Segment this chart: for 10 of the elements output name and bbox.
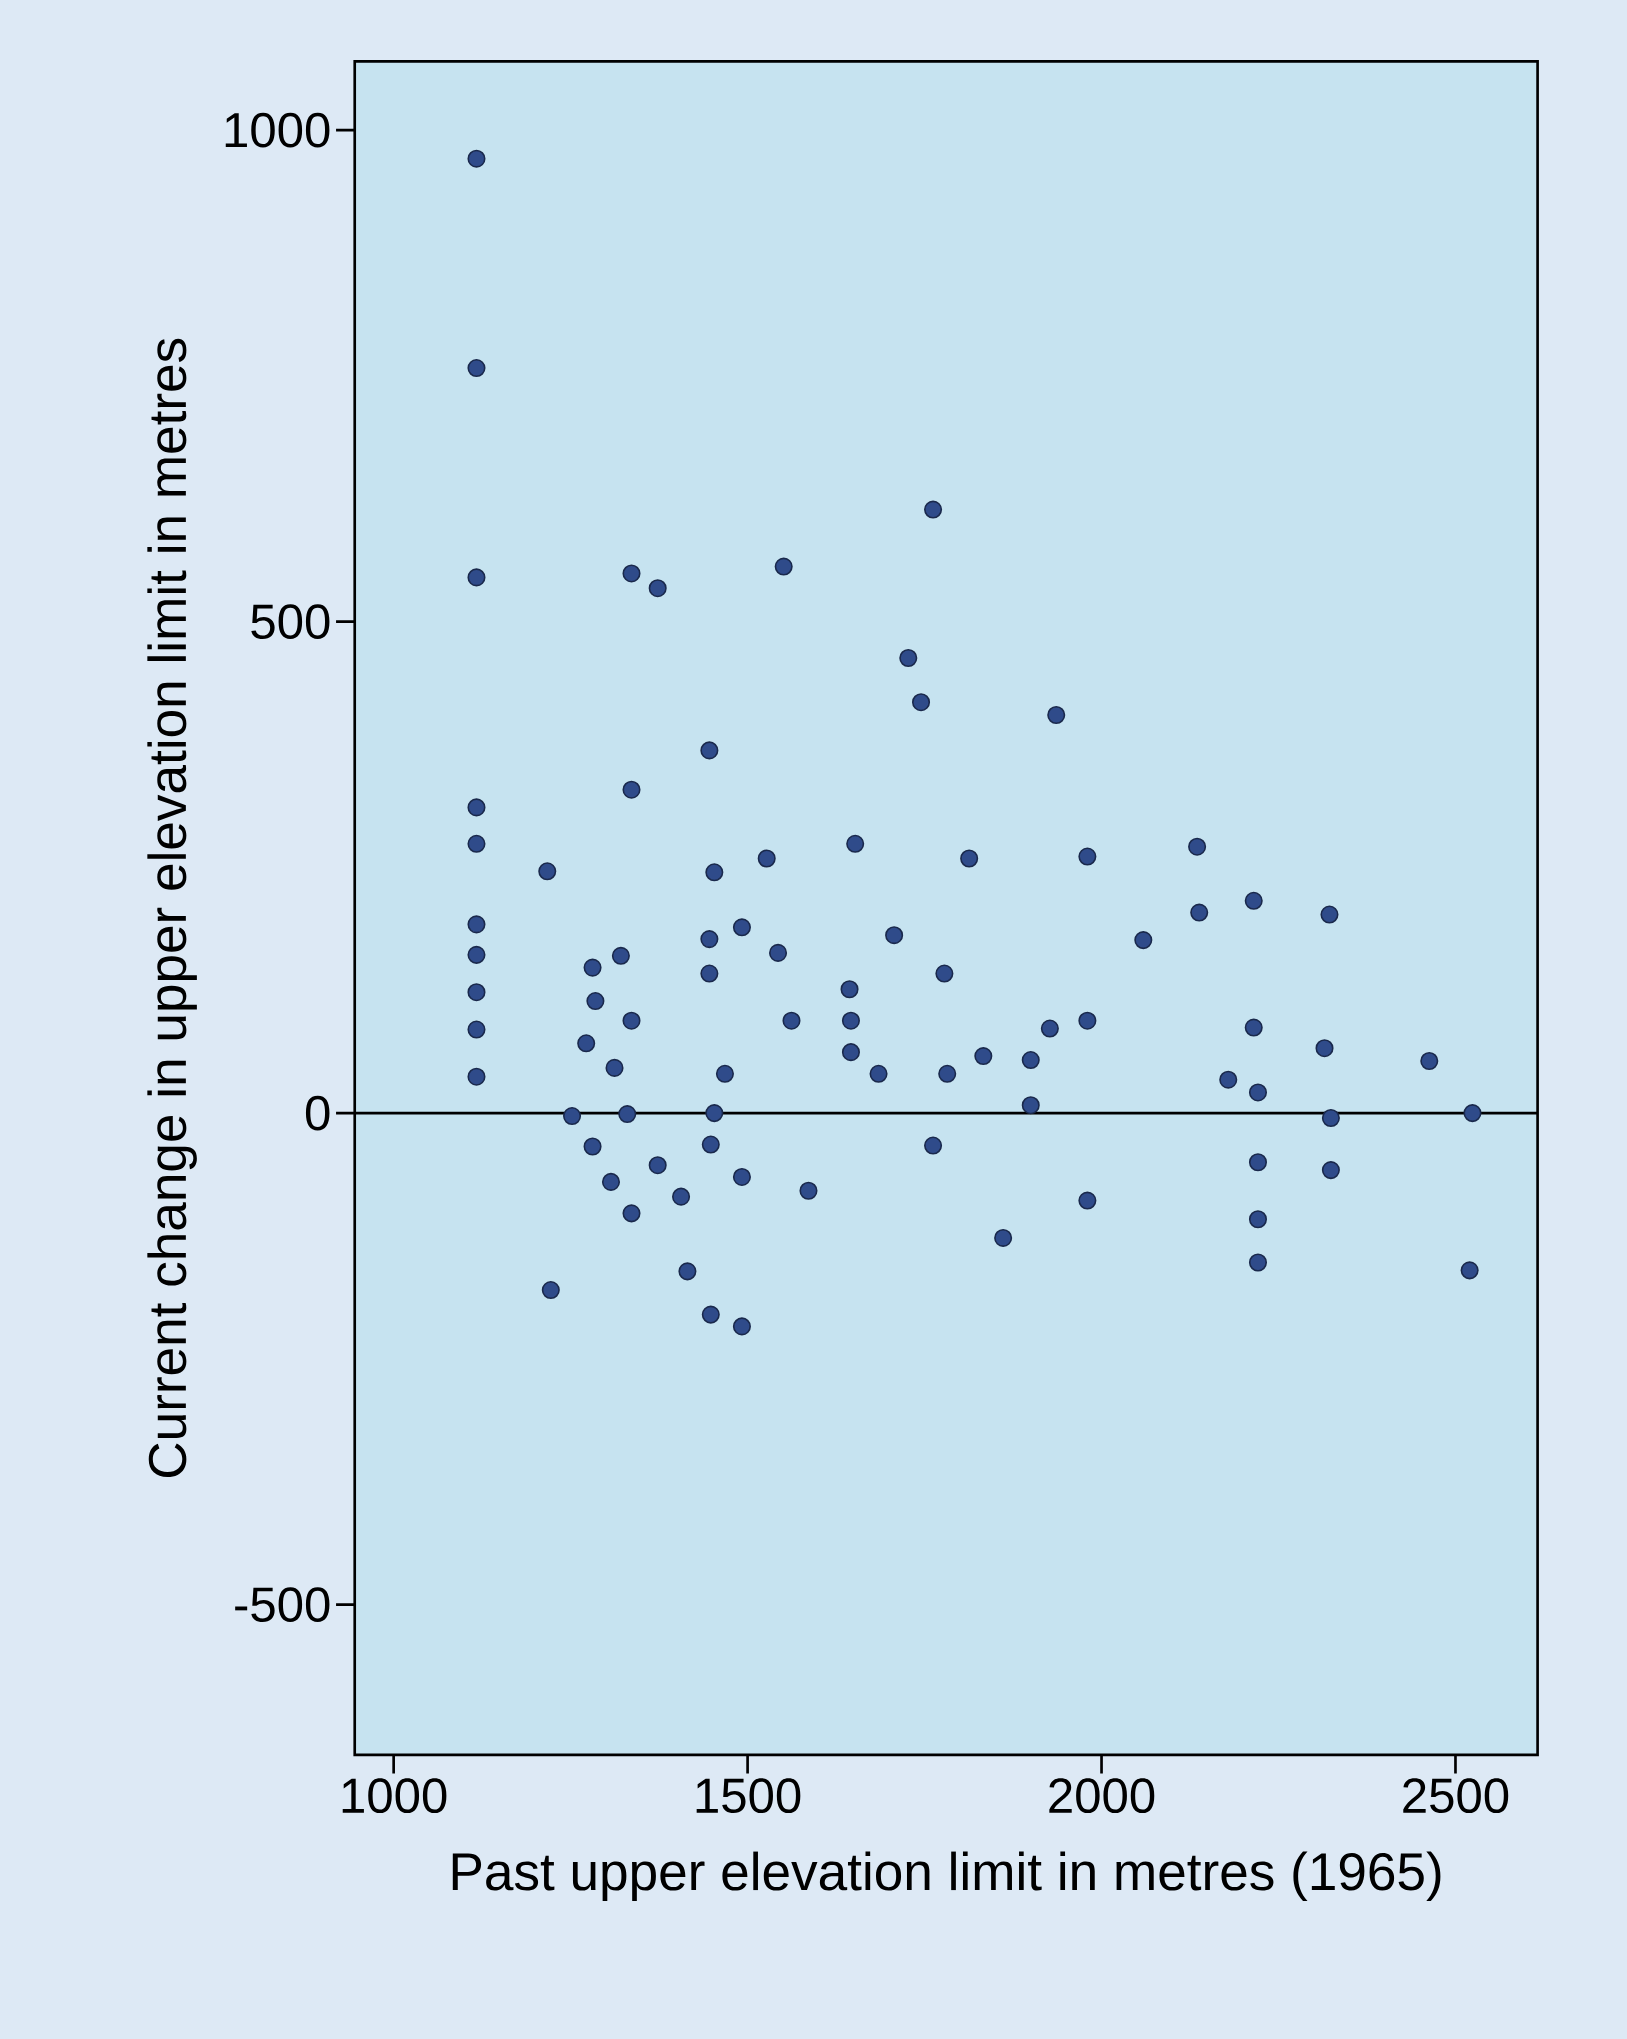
y-tick-label: 0 [305, 1095, 330, 1131]
y-tick-label: -500 [235, 1587, 330, 1622]
x-tick-label: 1000 [342, 1778, 447, 1814]
y-tick-label: 1000 [225, 112, 330, 148]
x-tick-label: 2500 [1403, 1778, 1509, 1814]
x-tick-label: 1500 [696, 1778, 801, 1814]
x-tick-label: 2000 [1049, 1778, 1155, 1814]
y-tick-label: 500 [251, 604, 330, 640]
x-axis-title: Past upper elevation limit in metres (1965) [452, 1851, 1441, 1902]
y-axis-title: Current change in upper elevation limit in metres [147, 338, 197, 1478]
